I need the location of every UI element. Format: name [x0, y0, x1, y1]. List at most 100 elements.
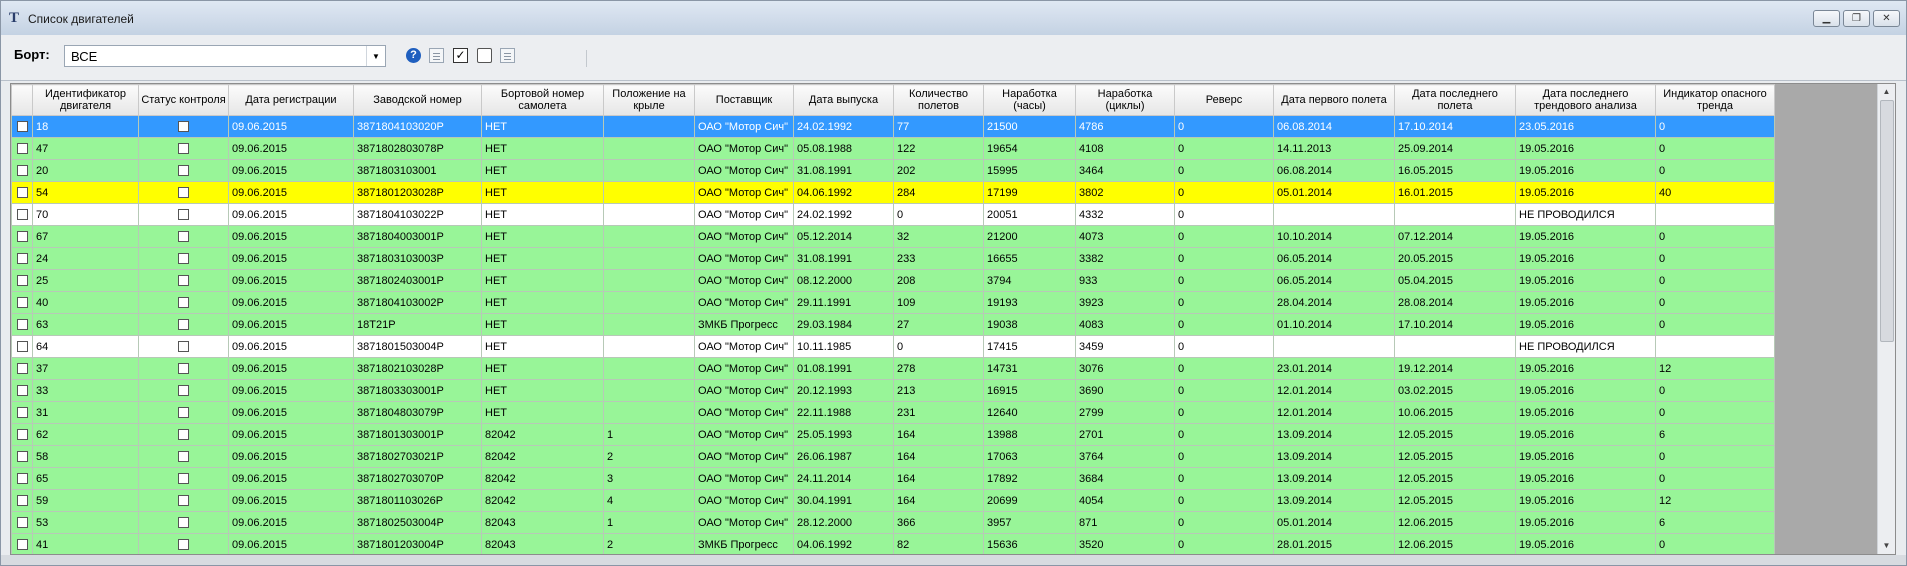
table-cell[interactable]: 01.08.1991 — [793, 357, 894, 380]
table-row[interactable]: 59 09.06.2015 3871801103026P 82042 4 ОАО "Мот… — [11, 489, 1775, 512]
table-cell[interactable]: 2701 — [1075, 423, 1175, 446]
table-cell[interactable]: 4 — [603, 489, 695, 512]
table-cell[interactable]: 09.06.2015 — [228, 445, 354, 468]
table-cell[interactable]: ОАО "Мотор Сич" — [694, 225, 794, 248]
table-cell[interactable]: ОАО "Мотор Сич" — [694, 137, 794, 160]
control-status-checkbox[interactable] — [178, 341, 189, 353]
table-cell[interactable]: 24.11.2014 — [793, 467, 894, 490]
control-status-checkbox[interactable] — [178, 209, 189, 221]
table-cell[interactable] — [603, 335, 695, 358]
control-status-checkbox[interactable] — [178, 121, 189, 133]
table-cell[interactable] — [1273, 335, 1395, 358]
table-cell[interactable]: 278 — [893, 357, 984, 380]
control-status-checkbox[interactable] — [178, 495, 189, 507]
control-status-checkbox[interactable] — [178, 473, 189, 485]
table-cell[interactable]: 09.06.2015 — [228, 269, 354, 292]
table-cell[interactable]: 82043 — [481, 533, 604, 554]
table-cell[interactable]: 05.12.2014 — [793, 225, 894, 248]
table-cell[interactable]: 0 — [1174, 137, 1274, 160]
table-cell[interactable]: ЗМКБ Прогресс — [694, 533, 794, 554]
table-cell[interactable]: 17.10.2014 — [1394, 313, 1516, 336]
table-cell[interactable]: 12.05.2015 — [1394, 489, 1516, 512]
table-cell[interactable]: 0 — [1655, 401, 1775, 424]
control-status-checkbox[interactable] — [178, 253, 189, 265]
table-cell[interactable]: 3684 — [1075, 467, 1175, 490]
table-cell[interactable]: 2 — [603, 445, 695, 468]
table-cell[interactable]: 28.12.2000 — [793, 511, 894, 534]
column-header[interactable]: Заводской номер — [353, 84, 482, 116]
table-cell[interactable]: 63 — [32, 313, 139, 336]
table-cell[interactable]: 06.05.2014 — [1273, 269, 1395, 292]
table-cell[interactable]: 3871801203004P — [353, 533, 482, 554]
table-cell[interactable]: 70 — [32, 203, 139, 226]
table-row[interactable]: 58 09.06.2015 3871802703021P 82042 2 ОАО "Мот… — [11, 445, 1775, 468]
table-row[interactable]: 67 09.06.2015 3871804003001P НЕТ ОАО "Мотор … — [11, 225, 1775, 248]
table-cell[interactable]: 41 — [32, 533, 139, 554]
table-cell[interactable]: 19.05.2016 — [1515, 401, 1656, 424]
table-cell[interactable]: 29.03.1984 — [793, 313, 894, 336]
table-row[interactable]: 37 09.06.2015 3871802103028P НЕТ ОАО "Мотор … — [11, 357, 1775, 380]
table-cell[interactable]: 16655 — [983, 247, 1076, 270]
table-cell[interactable]: НЕТ — [481, 247, 604, 270]
row-select-checkbox[interactable] — [16, 209, 28, 221]
table-cell[interactable]: 19.05.2016 — [1515, 511, 1656, 534]
table-cell[interactable]: 4108 — [1075, 137, 1175, 160]
table-cell[interactable]: 0 — [1174, 335, 1274, 358]
table-cell[interactable]: 6 — [1655, 423, 1775, 446]
table-cell[interactable]: 3794 — [983, 269, 1076, 292]
table-cell[interactable] — [603, 159, 695, 182]
table-cell[interactable]: 3802 — [1075, 181, 1175, 204]
control-status-checkbox[interactable] — [178, 143, 189, 155]
table-cell[interactable]: 03.02.2015 — [1394, 379, 1516, 402]
table-cell[interactable]: 12.05.2015 — [1394, 467, 1516, 490]
table-cell[interactable]: 0 — [1655, 225, 1775, 248]
table-cell[interactable]: 05.08.1988 — [793, 137, 894, 160]
table-cell[interactable]: 21200 — [983, 225, 1076, 248]
table-cell[interactable]: ОАО "Мотор Сич" — [694, 159, 794, 182]
column-header[interactable]: Наработка (циклы) — [1075, 84, 1175, 116]
table-cell[interactable]: 82042 — [481, 445, 604, 468]
table-cell[interactable] — [603, 401, 695, 424]
table-cell[interactable]: 19038 — [983, 313, 1076, 336]
table-cell[interactable]: 164 — [893, 467, 984, 490]
table-cell[interactable] — [603, 379, 695, 402]
table-cell[interactable]: 31 — [32, 401, 139, 424]
table-cell[interactable]: 13.09.2014 — [1273, 445, 1395, 468]
table-cell[interactable]: НЕТ — [481, 159, 604, 182]
table-cell[interactable]: ОАО "Мотор Сич" — [694, 467, 794, 490]
table-cell[interactable]: 28.04.2014 — [1273, 291, 1395, 314]
column-header[interactable]: Реверс — [1174, 84, 1274, 116]
table-cell[interactable]: 109 — [893, 291, 984, 314]
table-cell[interactable]: 3871804003001P — [353, 225, 482, 248]
table-cell[interactable]: 25.09.2014 — [1394, 137, 1516, 160]
table-cell[interactable]: 09.06.2015 — [228, 489, 354, 512]
table-cell[interactable]: 0 — [1655, 159, 1775, 182]
table-cell[interactable]: 122 — [893, 137, 984, 160]
table-cell[interactable]: НЕТ — [481, 269, 604, 292]
table-cell[interactable]: 09.06.2015 — [228, 335, 354, 358]
table-cell[interactable]: 40 — [1655, 181, 1775, 204]
scroll-up-icon[interactable]: ▲ — [1882, 87, 1891, 96]
row-select-checkbox[interactable] — [16, 297, 28, 309]
table-row[interactable]: 64 09.06.2015 3871801503004P НЕТ ОАО "Мотор … — [11, 335, 1775, 358]
table-cell[interactable]: 4332 — [1075, 203, 1175, 226]
table-row[interactable]: 20 09.06.2015 3871803103001 НЕТ ОАО "Мотор С… — [11, 159, 1775, 182]
table-cell[interactable]: 4054 — [1075, 489, 1175, 512]
table-cell[interactable]: ОАО "Мотор Сич" — [694, 181, 794, 204]
column-header[interactable]: Дата первого полета — [1273, 84, 1395, 116]
table-cell[interactable]: 6 — [1655, 511, 1775, 534]
table-cell[interactable]: 2799 — [1075, 401, 1175, 424]
table-cell[interactable]: ОАО "Мотор Сич" — [694, 247, 794, 270]
table-cell[interactable]: НЕ ПРОВОДИЛСЯ — [1515, 203, 1656, 226]
table-cell[interactable]: 10.10.2014 — [1273, 225, 1395, 248]
table-cell[interactable]: 3923 — [1075, 291, 1175, 314]
table-cell[interactable]: 17199 — [983, 181, 1076, 204]
table-cell[interactable]: 04.06.1992 — [793, 533, 894, 554]
column-header[interactable]: Идентификатор двигателя — [32, 84, 139, 116]
table-cell[interactable]: 2 — [603, 533, 695, 554]
column-header[interactable]: Количество полетов — [893, 84, 984, 116]
table-cell[interactable]: 19.05.2016 — [1515, 247, 1656, 270]
document-icon[interactable] — [429, 48, 444, 63]
table-cell[interactable]: 09.06.2015 — [228, 137, 354, 160]
table-cell[interactable]: НЕТ — [481, 379, 604, 402]
